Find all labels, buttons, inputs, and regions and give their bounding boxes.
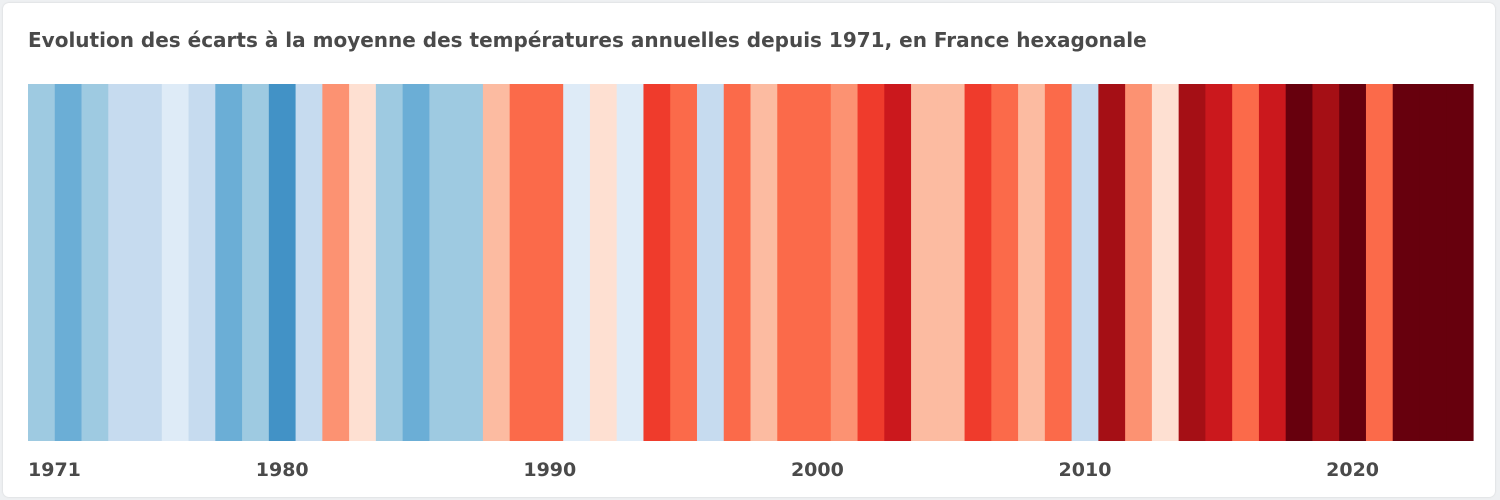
stripe-1997	[723, 84, 752, 441]
stripe-2006	[964, 84, 992, 441]
stripe-2012	[1125, 84, 1153, 441]
stripe-1977	[188, 84, 216, 441]
stripe-1990	[536, 84, 564, 441]
stripe-1980	[268, 84, 297, 441]
tick-label-1980: 1980	[256, 459, 309, 481]
stripe-1988	[482, 84, 511, 441]
stripe-1973	[81, 84, 109, 441]
stripe-2022	[1392, 84, 1421, 441]
stripe-1984	[375, 84, 404, 441]
stripe-2009	[1044, 84, 1073, 441]
stripe-2019	[1312, 84, 1340, 441]
stripe-2014	[1178, 84, 1207, 441]
stripe-2010	[1071, 84, 1099, 441]
stripe-1981	[295, 84, 323, 441]
chart-title: Evolution des écarts à la moyenne des te…	[28, 28, 1147, 52]
stripe-1971	[28, 84, 56, 441]
stripe-2003	[884, 84, 912, 441]
stripe-2005	[937, 84, 966, 441]
stripe-1978	[215, 84, 243, 441]
stripe-2023	[1419, 84, 1447, 441]
stripe-1998	[750, 84, 778, 441]
stripe-1992	[589, 84, 618, 441]
stripe-1994	[643, 84, 671, 441]
stripe-2004	[911, 84, 939, 441]
stripe-1985	[402, 84, 430, 441]
stripe-1993	[616, 84, 645, 441]
stripe-2007	[991, 84, 1019, 441]
stripes-group	[28, 84, 1474, 441]
stripe-2018	[1285, 84, 1314, 441]
stripe-1979	[242, 84, 270, 441]
stripe-1991	[563, 84, 591, 441]
stripe-2013	[1151, 84, 1180, 441]
stripe-2000	[804, 84, 832, 441]
stripe-1976	[161, 84, 190, 441]
stripe-2011	[1098, 84, 1126, 441]
tick-label-1971: 1971	[28, 459, 81, 481]
stripe-1972	[54, 84, 83, 441]
stripe-2008	[1018, 84, 1046, 441]
tick-label-2000: 2000	[791, 459, 844, 481]
stripe-2015	[1205, 84, 1233, 441]
stripe-2001	[830, 84, 859, 441]
stripe-2020	[1339, 84, 1367, 441]
stripe-1983	[349, 84, 377, 441]
x-axis-ticks: 1971 1980 1990 2000 2010 2020	[28, 459, 1379, 481]
stripe-1974	[108, 84, 136, 441]
stripe-2002	[857, 84, 885, 441]
stripe-1987	[456, 84, 484, 441]
tick-label-2020: 2020	[1326, 459, 1379, 481]
stripe-1982	[322, 84, 350, 441]
stripe-2024	[1446, 84, 1474, 441]
stripe-2016	[1232, 84, 1260, 441]
stripe-2017	[1258, 84, 1287, 441]
stripe-1989	[509, 84, 538, 441]
stripe-1995	[670, 84, 698, 441]
tick-label-1990: 1990	[523, 459, 576, 481]
stripe-1975	[135, 84, 163, 441]
stripe-1999	[777, 84, 805, 441]
stripe-2021	[1365, 84, 1394, 441]
stripe-1996	[696, 84, 725, 441]
tick-label-2010: 2010	[1059, 459, 1112, 481]
stripe-1986	[429, 84, 457, 441]
